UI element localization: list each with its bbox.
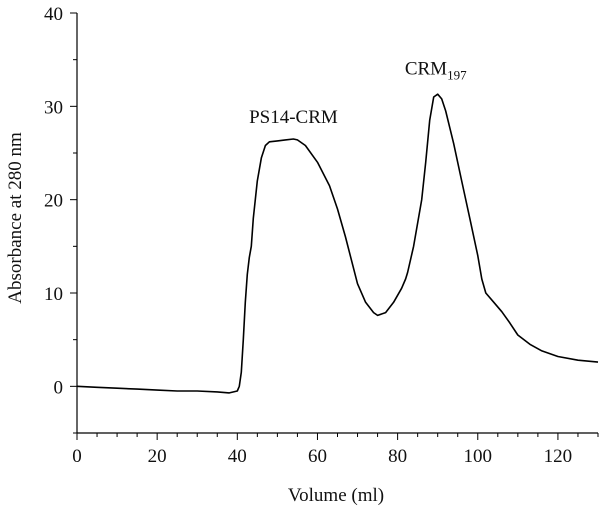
y-tick-label: 30: [44, 97, 63, 118]
x-tick-label: 40: [228, 446, 247, 467]
x-tick-label: 20: [148, 446, 167, 467]
y-tick-label: 10: [44, 284, 63, 305]
absorbance-trace: [76, 93, 599, 394]
peak-label: CRM197: [405, 59, 467, 83]
y-tick-label: 40: [44, 4, 63, 25]
y-axis-label: Absorbance at 280 nm: [5, 132, 26, 304]
x-tick-label: 0: [72, 446, 82, 467]
tick-marks: [70, 12, 599, 440]
x-tick-label: 120: [544, 446, 573, 467]
x-tick-label: 80: [388, 446, 407, 467]
y-tick-label: 0: [54, 377, 64, 398]
peak-annotations: PS14-CRM CRM197: [249, 59, 467, 129]
tick-labels: 0 20 40 60 80 100 120 0 10 20 30 40: [44, 4, 572, 467]
axes: [76, 13, 598, 434]
y-tick-label: 20: [44, 191, 63, 212]
x-tick-label: 60: [308, 446, 327, 467]
x-tick-label: 100: [464, 446, 493, 467]
x-axis-label: Volume (ml): [288, 485, 384, 506]
peak-label: PS14-CRM: [249, 107, 338, 128]
